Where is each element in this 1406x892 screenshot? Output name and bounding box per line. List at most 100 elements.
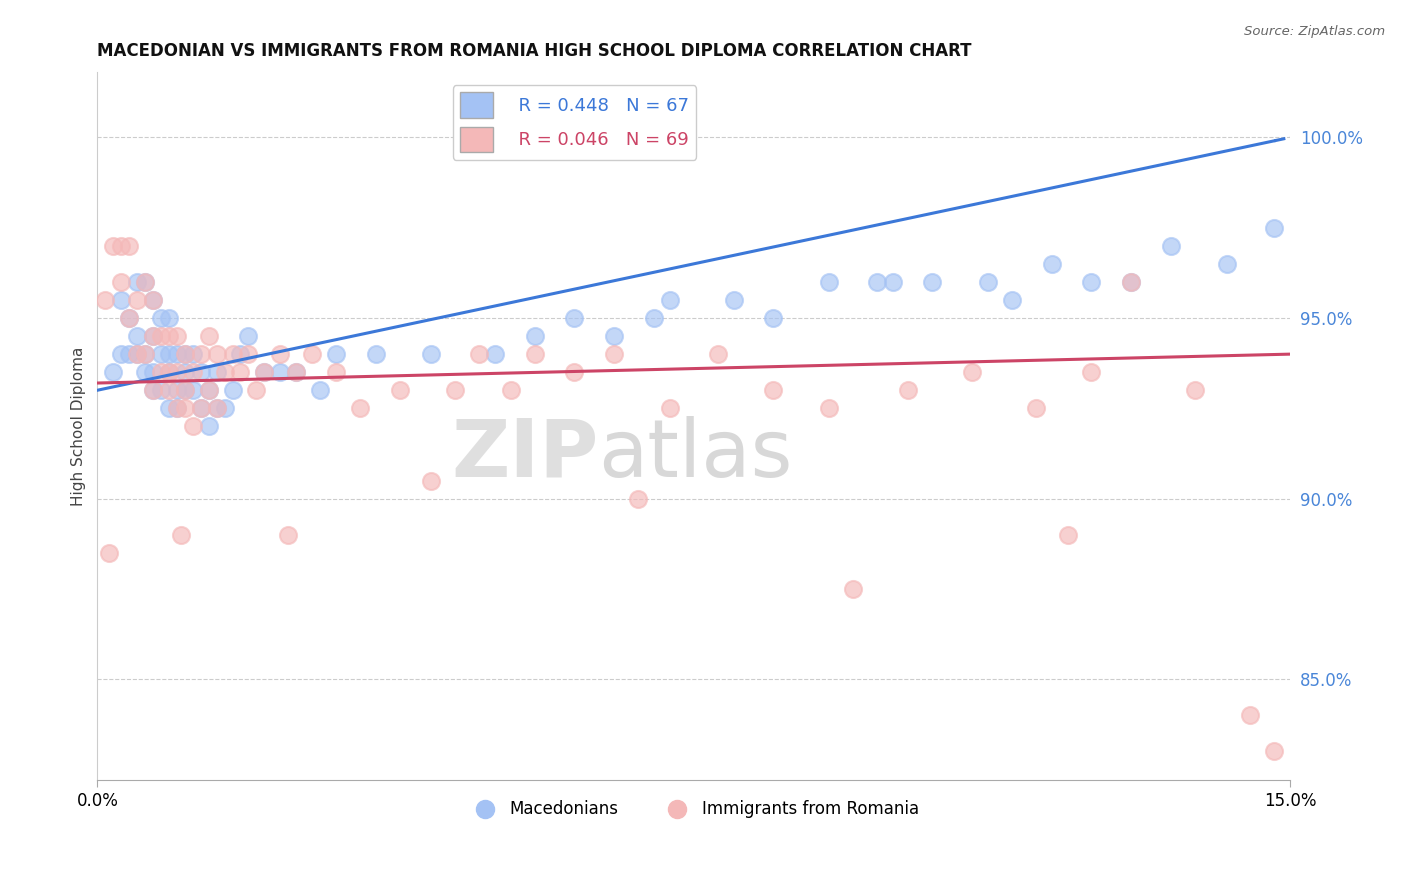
Point	[627, 491, 650, 506]
Point	[166, 329, 188, 343]
Point	[1263, 220, 1285, 235]
Point	[173, 383, 195, 397]
Point	[253, 365, 276, 379]
Point	[103, 365, 125, 379]
Point	[1080, 365, 1102, 379]
Point	[181, 383, 204, 397]
Point	[1119, 275, 1142, 289]
Point	[484, 347, 506, 361]
Point	[157, 401, 180, 416]
Point	[603, 329, 626, 343]
Point	[157, 347, 180, 361]
Point	[1239, 708, 1261, 723]
Point	[229, 347, 252, 361]
Point	[301, 347, 323, 361]
Point	[1040, 257, 1063, 271]
Point	[157, 383, 180, 397]
Point	[238, 347, 260, 361]
Text: atlas: atlas	[599, 416, 793, 493]
Point	[523, 329, 546, 343]
Point	[98, 546, 121, 560]
Point	[134, 347, 156, 361]
Point	[349, 401, 371, 416]
Point	[706, 347, 728, 361]
Point	[285, 365, 308, 379]
Text: ZIP: ZIP	[451, 416, 599, 493]
Point	[173, 383, 195, 397]
Point	[197, 383, 219, 397]
Point	[842, 582, 865, 596]
Point	[190, 347, 212, 361]
Point	[149, 311, 172, 326]
Point	[977, 275, 1000, 289]
Point	[221, 347, 243, 361]
Point	[110, 275, 132, 289]
Point	[166, 347, 188, 361]
Point	[166, 383, 188, 397]
Point	[205, 401, 228, 416]
Point	[205, 365, 228, 379]
Point	[149, 383, 172, 397]
Point	[181, 419, 204, 434]
Point	[142, 383, 165, 397]
Point	[658, 401, 681, 416]
Point	[166, 365, 188, 379]
Point	[142, 365, 165, 379]
Legend: Macedonians, Immigrants from Romania: Macedonians, Immigrants from Romania	[461, 794, 927, 825]
Point	[94, 293, 117, 307]
Point	[142, 329, 165, 343]
Point	[643, 311, 665, 326]
Point	[285, 365, 308, 379]
Point	[170, 527, 193, 541]
Point	[197, 419, 219, 434]
Point	[214, 365, 236, 379]
Point	[1056, 527, 1078, 541]
Point	[157, 311, 180, 326]
Point	[127, 293, 149, 307]
Point	[882, 275, 904, 289]
Point	[134, 347, 156, 361]
Point	[118, 239, 141, 253]
Point	[118, 311, 141, 326]
Point	[762, 383, 785, 397]
Point	[134, 365, 156, 379]
Point	[157, 365, 180, 379]
Point	[190, 401, 212, 416]
Point	[149, 329, 172, 343]
Point	[1119, 275, 1142, 289]
Point	[157, 365, 180, 379]
Point	[762, 311, 785, 326]
Point	[468, 347, 491, 361]
Point	[866, 275, 889, 289]
Point	[118, 347, 141, 361]
Point	[364, 347, 387, 361]
Point	[173, 365, 195, 379]
Point	[134, 275, 156, 289]
Point	[325, 365, 347, 379]
Point	[238, 329, 260, 343]
Point	[420, 347, 443, 361]
Point	[181, 347, 204, 361]
Y-axis label: High School Diploma: High School Diploma	[72, 347, 86, 506]
Point	[142, 329, 165, 343]
Point	[658, 293, 681, 307]
Point	[1025, 401, 1047, 416]
Point	[103, 239, 125, 253]
Point	[197, 329, 219, 343]
Point	[1184, 383, 1206, 397]
Point	[181, 365, 204, 379]
Point	[444, 383, 467, 397]
Point	[110, 293, 132, 307]
Point	[325, 347, 347, 361]
Point	[190, 401, 212, 416]
Point	[214, 401, 236, 416]
Point	[142, 293, 165, 307]
Point	[388, 383, 411, 397]
Point	[205, 401, 228, 416]
Point	[499, 383, 522, 397]
Point	[1001, 293, 1024, 307]
Point	[723, 293, 745, 307]
Point	[166, 401, 188, 416]
Point	[149, 365, 172, 379]
Point	[564, 311, 586, 326]
